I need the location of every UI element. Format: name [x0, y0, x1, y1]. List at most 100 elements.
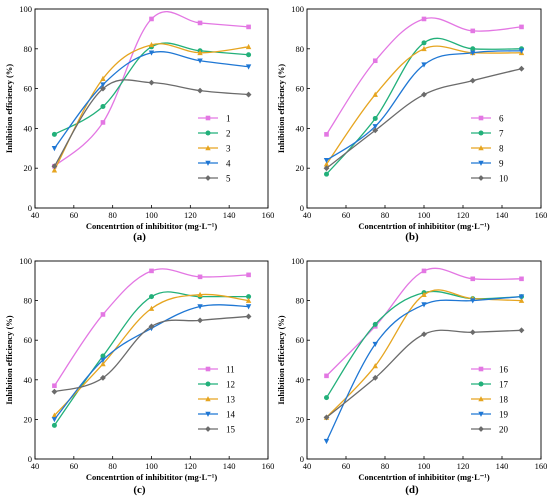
legend-label-4: 4	[226, 159, 231, 169]
legend-marker-17	[478, 381, 484, 387]
y-tick-label: 20	[296, 414, 305, 424]
series-line-18	[326, 289, 522, 418]
data-point-3	[51, 167, 58, 173]
x-tick-label: 120	[184, 210, 197, 220]
x-tick-label: 80	[381, 461, 390, 471]
legend-marker-20	[478, 426, 484, 432]
chart-panel-4: 40 60 80 100 120 140 160020406080100Concentrti…	[276, 256, 547, 496]
legend-marker-15	[205, 426, 211, 432]
data-point-6	[324, 132, 329, 137]
data-point-11	[149, 268, 154, 274]
data-point-6	[519, 24, 524, 30]
data-point-3	[245, 43, 252, 50]
x-tick-label: 60	[70, 210, 79, 220]
y-axis-title: Inhibition efficiency (%)	[276, 315, 286, 404]
data-point-9	[323, 157, 330, 164]
data-point-3	[100, 75, 106, 81]
legend-label-20: 20	[499, 425, 509, 435]
data-point-10	[323, 165, 330, 172]
legend-label-14: 14	[226, 410, 236, 420]
legend-label-17: 17	[499, 380, 509, 390]
legend-marker-2	[205, 130, 211, 136]
x-tick-label: 80	[108, 210, 117, 220]
x-tick-label: 120	[184, 461, 197, 471]
x-tick-label: 80	[108, 461, 117, 471]
series-line-10	[326, 68, 522, 169]
legend-marker-19	[478, 411, 484, 417]
y-tick-label: 0	[300, 454, 304, 464]
x-tick-label: 40	[303, 210, 312, 220]
data-point-12	[100, 353, 106, 359]
data-point-16	[519, 276, 524, 282]
series-line-8	[325, 45, 522, 165]
data-point-2	[100, 104, 106, 110]
series-line-4	[53, 51, 249, 149]
data-point-9	[518, 48, 525, 54]
data-point-13	[100, 361, 106, 367]
data-point-5	[148, 79, 155, 86]
data-point-17	[324, 395, 329, 401]
data-point-20	[372, 374, 379, 381]
data-point-19	[372, 341, 378, 348]
legend-label-18: 18	[499, 395, 509, 405]
data-point-19	[323, 438, 330, 445]
series-line-19	[325, 295, 522, 442]
data-point-8	[323, 161, 330, 167]
data-point-13	[51, 412, 58, 418]
legend-label-3: 3	[226, 144, 231, 154]
y-tick-label: 40	[296, 123, 305, 133]
x-tick-label: 160	[262, 210, 275, 220]
legend-marker-14	[205, 411, 211, 417]
data-point-11	[100, 312, 106, 317]
y-tick-label: 0	[28, 203, 32, 213]
y-tick-label: 80	[296, 296, 305, 306]
x-tick-label: 140	[496, 210, 509, 220]
data-point-14	[245, 304, 252, 310]
data-point-16	[470, 276, 476, 282]
legend-marker-9	[478, 160, 484, 166]
data-point-16	[324, 373, 329, 379]
y-tick-label: 40	[296, 375, 305, 385]
data-point-7	[324, 171, 329, 177]
series-line-1	[53, 11, 249, 167]
data-point-15	[100, 374, 106, 381]
series-line-14	[53, 304, 249, 420]
x-tick-label: 140	[223, 210, 236, 220]
y-tick-label: 100	[291, 4, 304, 14]
data-point-11	[246, 272, 251, 278]
data-point-5	[51, 163, 58, 170]
data-point-7	[372, 115, 378, 121]
y-tick-label: 20	[24, 163, 33, 173]
legend-label-7: 7	[499, 129, 504, 139]
plot-frame	[34, 8, 269, 209]
legend-label-6: 6	[499, 114, 504, 124]
series-line-2	[54, 42, 249, 135]
y-tick-label: 60	[296, 335, 305, 345]
data-point-1	[149, 16, 154, 22]
data-point-4	[245, 64, 252, 70]
data-point-17	[372, 321, 378, 327]
panel-caption: (c)	[133, 484, 146, 496]
legend-label-8: 8	[499, 144, 504, 154]
y-tick-label: 100	[19, 4, 32, 14]
data-point-12	[51, 422, 57, 428]
data-point-13	[148, 305, 155, 311]
series-line-12	[53, 291, 249, 426]
legend-marker-5	[205, 175, 211, 181]
data-point-8	[421, 45, 427, 52]
y-tick-label: 0	[28, 454, 32, 464]
x-tick-label: 60	[70, 461, 79, 471]
series-line-16	[326, 267, 522, 377]
data-point-1	[246, 24, 251, 30]
data-point-10	[372, 127, 379, 134]
y-tick-label: 20	[296, 163, 305, 173]
data-point-5	[245, 91, 252, 98]
x-tick-label: 160	[535, 210, 548, 220]
data-point-7	[470, 46, 476, 52]
x-tick-label: 160	[262, 461, 275, 471]
x-tick-label: 100	[145, 210, 158, 220]
series-line-5	[53, 79, 249, 167]
legend-marker-16	[478, 366, 484, 372]
x-tick-label: 160	[535, 461, 548, 471]
legend-label-2: 2	[226, 129, 231, 139]
